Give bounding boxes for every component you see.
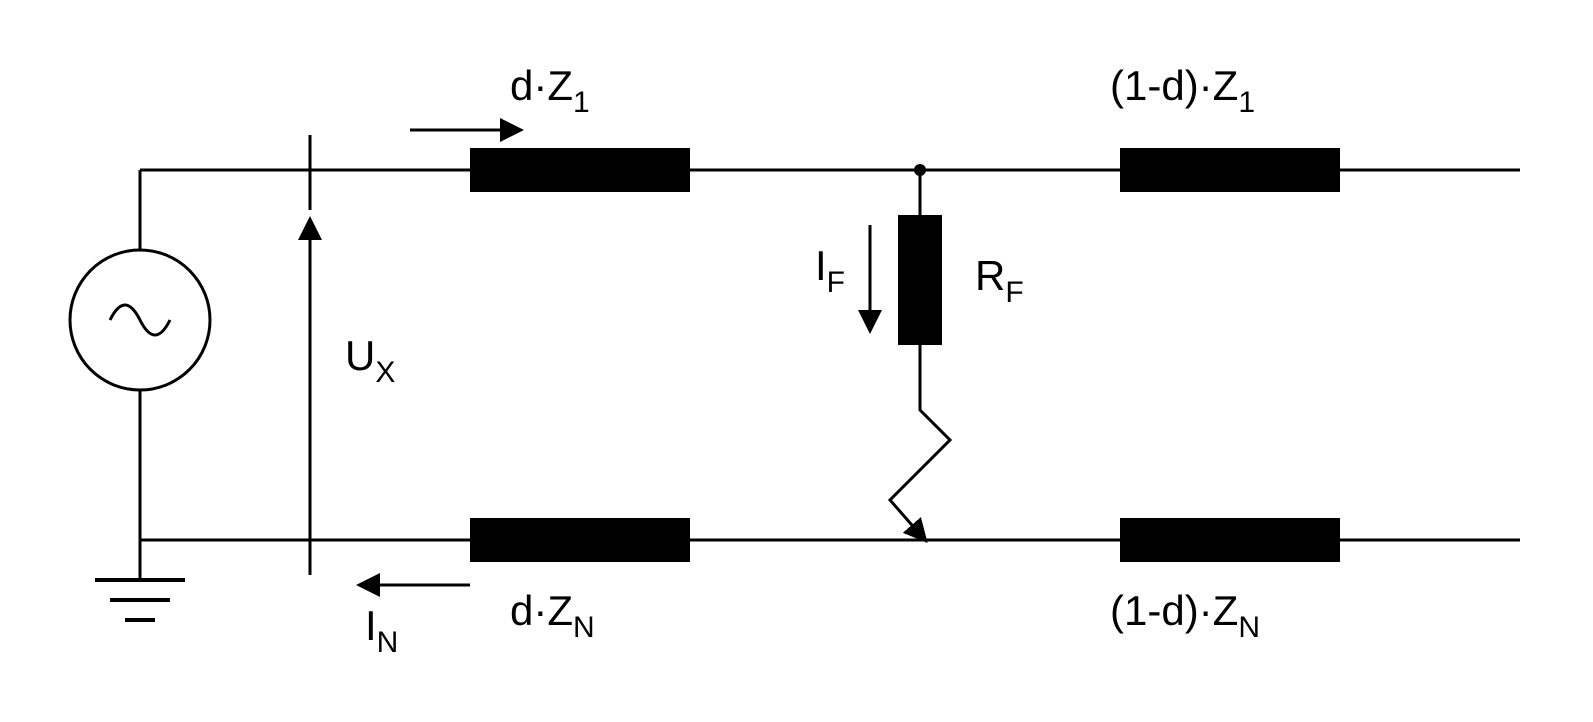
label-RF: RF [975, 252, 1024, 309]
label-1mdZ1: (1-d)·Z1 [1110, 62, 1255, 119]
label-1mdZN: (1-d)·ZN [1110, 587, 1260, 644]
label-UX: UX [345, 332, 395, 389]
label-IN: IN [365, 602, 398, 659]
label-dZN: d·ZN [510, 587, 595, 644]
label-IF: IF [815, 242, 845, 299]
label-dZ1: d·Z1 [510, 62, 590, 119]
